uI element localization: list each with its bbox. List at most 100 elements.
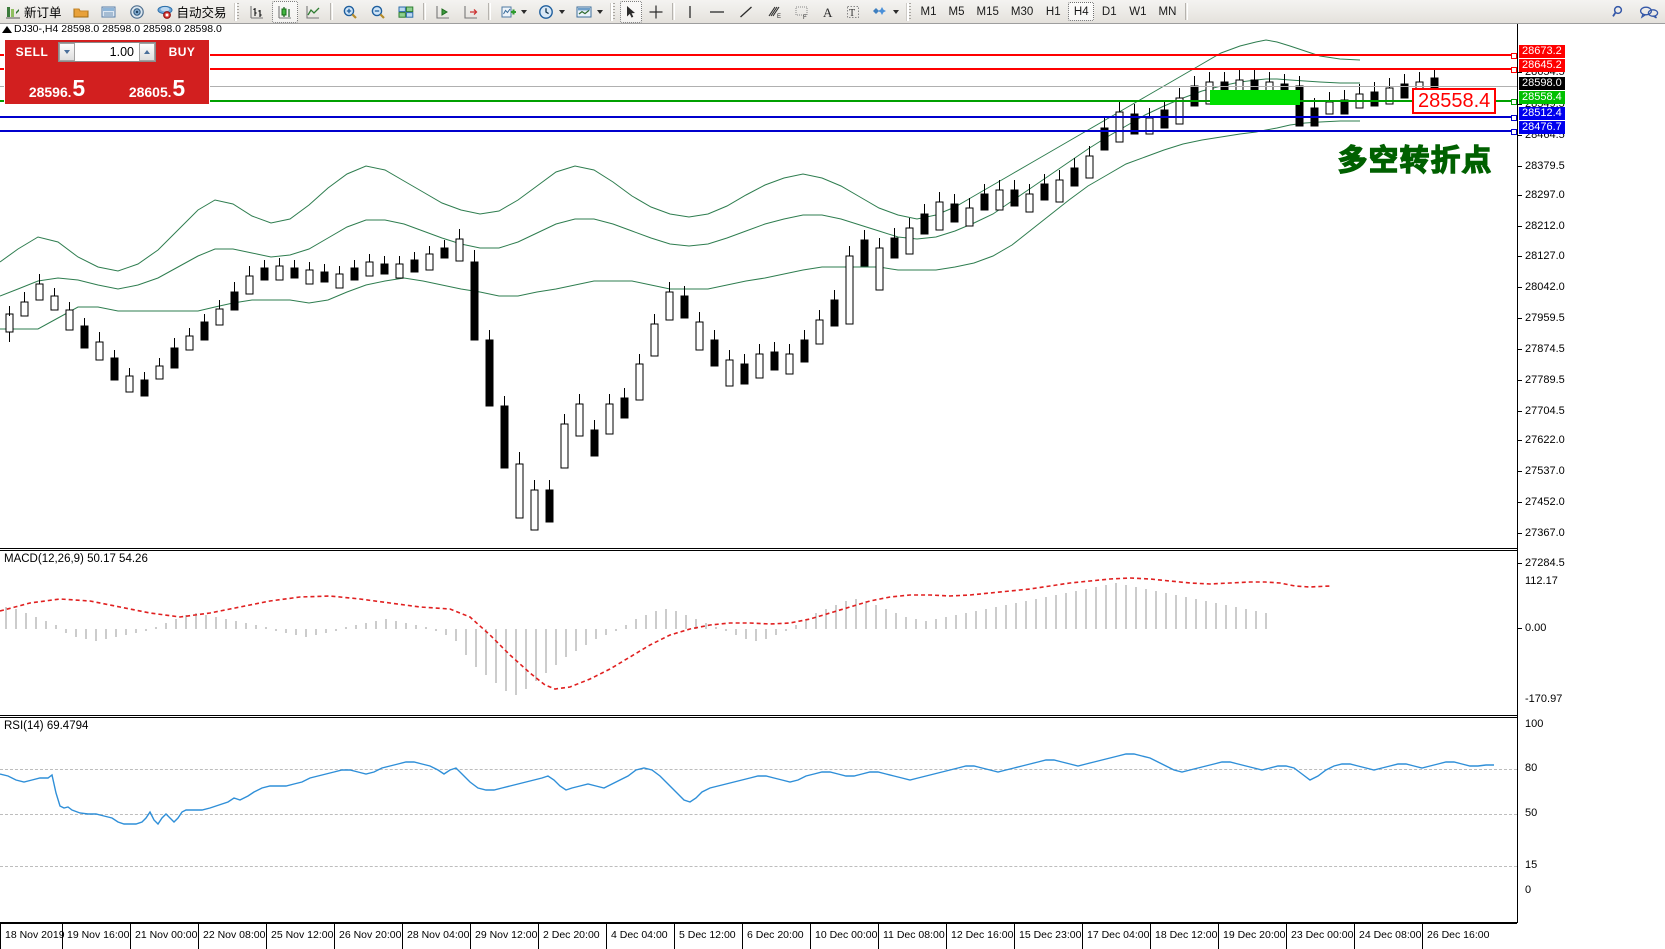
timeframe-m1[interactable]: M1 bbox=[920, 5, 937, 18]
tick-dash bbox=[1518, 502, 1522, 503]
tick-dash bbox=[1518, 318, 1522, 319]
text-label-button[interactable]: A bbox=[817, 1, 839, 23]
volume-increment-button[interactable] bbox=[139, 43, 155, 61]
templates-button[interactable] bbox=[571, 1, 607, 23]
price-callout-label[interactable]: 28558.4 bbox=[1412, 88, 1497, 114]
price-pane[interactable]: DJ30-,H4 28598.0 28598.0 28598.0 28598.0 bbox=[0, 24, 1517, 549]
line-handle[interactable] bbox=[1511, 115, 1517, 121]
time-tick: 11 Dec 08:00 bbox=[878, 924, 945, 949]
line-handle[interactable] bbox=[1511, 129, 1517, 135]
text-box-button[interactable]: T bbox=[841, 1, 865, 23]
chevron-down-icon-4[interactable] bbox=[892, 9, 899, 14]
candlestick-series bbox=[5, 68, 1439, 531]
vertical-line-button[interactable] bbox=[679, 1, 701, 23]
price-tick: 27874.5 bbox=[1518, 343, 1665, 356]
volume-input[interactable]: 1.00 bbox=[58, 42, 156, 62]
macd-axis-label: -170.97 bbox=[1525, 693, 1563, 705]
tick-dash bbox=[1518, 440, 1522, 441]
equidistant-channel-button[interactable]: F bbox=[789, 1, 815, 23]
time-tick: 4 Dec 04:00 bbox=[606, 924, 668, 949]
tick-dash bbox=[1518, 563, 1522, 564]
timeframe-w1[interactable]: W1 bbox=[1129, 5, 1147, 18]
rsi-series-svg bbox=[0, 753, 1494, 826]
toolbar-grip[interactable] bbox=[233, 2, 239, 21]
support-line-28512[interactable] bbox=[0, 115, 1517, 121]
tick-dash bbox=[1518, 195, 1522, 196]
sell-button-label[interactable]: SELL bbox=[15, 45, 49, 59]
fibonacci-button[interactable]: E bbox=[761, 1, 787, 23]
time-tick: 19 Nov 16:00 bbox=[62, 924, 129, 949]
chat-button[interactable] bbox=[1634, 1, 1664, 23]
chat-icon bbox=[1638, 4, 1660, 20]
zoom-out-button[interactable] bbox=[365, 1, 391, 23]
timeframe-m30[interactable]: M30 bbox=[1010, 5, 1034, 18]
volume-value[interactable]: 1.00 bbox=[109, 45, 134, 59]
highlight-zone-rectangle[interactable] bbox=[1210, 90, 1300, 105]
profiles-button[interactable] bbox=[68, 1, 94, 23]
pivot-line-28558[interactable] bbox=[0, 99, 1517, 105]
macd-axis-label: 0.00 bbox=[1525, 622, 1547, 634]
time-axis[interactable]: 18 Nov 2019 19 Nov 16:00 21 Nov 00:00 22… bbox=[0, 923, 1517, 949]
price-tick: 27704.5 bbox=[1518, 405, 1665, 418]
svg-text:T: T bbox=[849, 8, 855, 19]
sell-price-integer: 28596 bbox=[28, 84, 68, 100]
timeframe-d1[interactable]: D1 bbox=[1101, 5, 1117, 18]
price-tick-label: 27452.0 bbox=[1525, 496, 1565, 508]
auto-scroll-button[interactable] bbox=[458, 1, 484, 23]
line-handle[interactable] bbox=[1511, 99, 1517, 105]
indicators-button[interactable] bbox=[495, 1, 531, 23]
crosshair-button[interactable] bbox=[644, 1, 668, 23]
data-window-button[interactable] bbox=[96, 1, 122, 23]
macd-pane[interactable]: MACD(12,26,9) 50.17 54.26 bbox=[0, 550, 1517, 716]
time-tick: 18 Dec 12:00 bbox=[1150, 924, 1217, 949]
line-chart-button[interactable] bbox=[300, 1, 326, 23]
tile-windows-button[interactable] bbox=[393, 1, 419, 23]
bar-chart-button[interactable] bbox=[244, 1, 270, 23]
chevron-down-icon[interactable] bbox=[520, 9, 527, 14]
horizontal-line-button[interactable] bbox=[703, 1, 731, 23]
chevron-down-icon-3[interactable] bbox=[596, 9, 603, 14]
toolbar-grip-2[interactable] bbox=[609, 2, 615, 21]
support-line-28476[interactable] bbox=[0, 129, 1517, 135]
timeframe-mn[interactable]: MN bbox=[1158, 5, 1177, 18]
buy-button[interactable]: 28605 . 5 bbox=[108, 64, 206, 101]
price-tick-label: 27367.0 bbox=[1525, 527, 1565, 539]
volume-decrement-button[interactable] bbox=[59, 43, 75, 61]
line-handle[interactable] bbox=[1511, 67, 1517, 73]
line-handle[interactable] bbox=[1511, 53, 1517, 59]
period-button[interactable] bbox=[533, 1, 569, 23]
price-tick-label: 28297.0 bbox=[1525, 189, 1565, 201]
price-axis[interactable]: 28673.2 28645.2 28598.0 28558.4 28512.4 … bbox=[1517, 24, 1665, 923]
price-tick: 27537.0 bbox=[1518, 465, 1665, 478]
chart-shift-button[interactable] bbox=[430, 1, 456, 23]
rsi-pane[interactable]: RSI(14) 69.4794 bbox=[0, 717, 1517, 923]
trendline-button[interactable] bbox=[733, 1, 759, 23]
price-tick: 28042.0 bbox=[1518, 281, 1665, 294]
navigator-button[interactable] bbox=[124, 1, 150, 23]
autotrade-button[interactable]: 自动交易 bbox=[152, 1, 231, 23]
resistance-line-28645[interactable] bbox=[0, 67, 1517, 73]
candlestick-chart-button[interactable] bbox=[271, 0, 298, 23]
one-click-trading-panel[interactable]: SELL 1.00 BUY 28596 . 5 28605 . 5 bbox=[4, 39, 210, 105]
buy-button-label[interactable]: BUY bbox=[168, 45, 196, 59]
timeframe-m5[interactable]: M5 bbox=[948, 5, 965, 18]
rsi-axis-tick: 80 bbox=[1518, 762, 1665, 775]
sell-button[interactable]: 28596 . 5 bbox=[8, 64, 106, 101]
search-button[interactable] bbox=[1606, 1, 1632, 23]
zoom-in-button[interactable] bbox=[337, 1, 363, 23]
timeframe-m15[interactable]: M15 bbox=[976, 5, 999, 18]
timeframe-h1[interactable]: H1 bbox=[1045, 5, 1061, 18]
new-order-button[interactable]: 新订单 bbox=[1, 1, 66, 23]
chart-container[interactable]: DJ30-,H4 28598.0 28598.0 28598.0 28598.0 bbox=[0, 24, 1665, 949]
resistance-line-28673[interactable] bbox=[0, 53, 1517, 59]
toolbar-grip-3[interactable] bbox=[905, 2, 911, 21]
tick-dash bbox=[1518, 287, 1522, 288]
current-price-line-28598 bbox=[0, 86, 1517, 87]
time-tick: 17 Dec 04:00 bbox=[1082, 924, 1149, 949]
cursor-button[interactable] bbox=[619, 0, 642, 23]
chevron-down-icon-2[interactable] bbox=[558, 9, 565, 14]
timeframe-h4[interactable]: H4 bbox=[1068, 2, 1095, 21]
shapes-button[interactable] bbox=[867, 1, 903, 23]
tick-dash bbox=[1518, 533, 1522, 534]
chinese-annotation-label[interactable]: 多空转折点 bbox=[1337, 142, 1494, 178]
